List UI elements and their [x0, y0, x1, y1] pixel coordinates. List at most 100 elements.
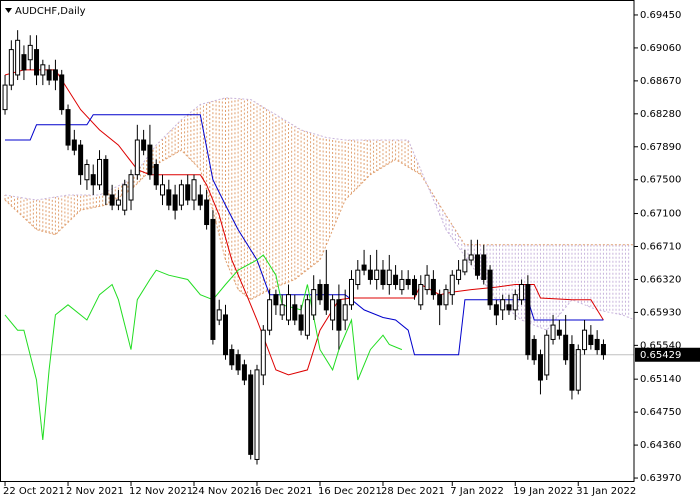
- candle-body: [519, 284, 525, 301]
- x-tick-label: 7 Jan 2022: [450, 486, 504, 497]
- candle-body: [374, 269, 380, 280]
- candle-body: [531, 338, 537, 361]
- candle-body: [330, 299, 336, 321]
- candle-body: [216, 309, 222, 321]
- candle-body: [449, 274, 455, 296]
- candle-body: [40, 64, 46, 76]
- candle-body: [317, 284, 323, 301]
- candle-body: [241, 364, 247, 381]
- candle-body: [336, 299, 342, 331]
- candle-body: [575, 349, 581, 391]
- last-price-box: [635, 347, 700, 362]
- y-tick-label: 0.65540: [640, 340, 681, 351]
- y-tick-label: 0.66710: [640, 241, 681, 252]
- candle-body: [418, 284, 424, 306]
- candle-body: [594, 338, 600, 351]
- candle-body: [52, 69, 58, 81]
- candle-body: [355, 269, 361, 286]
- y-tick-label: 0.64750: [640, 407, 681, 418]
- y-tick-label: 0.67890: [640, 142, 681, 153]
- candle-body: [147, 144, 153, 176]
- candle-body: [90, 174, 96, 186]
- candle-body: [506, 304, 512, 311]
- candle-body: [582, 329, 588, 351]
- candle-body: [210, 218, 216, 340]
- y-tick-label: 0.69450: [640, 10, 681, 21]
- candle-body: [134, 139, 140, 176]
- plot-area: [0, 30, 634, 465]
- cloud-span: [4, 97, 634, 331]
- candle-body: [34, 49, 40, 76]
- candle-body: [59, 74, 65, 111]
- candle-body: [279, 304, 285, 316]
- x-tick-label: 12 Nov 2021: [129, 486, 193, 497]
- candle-body: [78, 144, 84, 176]
- candle-body: [424, 274, 430, 291]
- candle-body: [223, 314, 229, 356]
- candle-body: [544, 334, 550, 376]
- x-tick-label: 19 Jan 2022: [513, 486, 573, 497]
- candle-body: [437, 294, 443, 306]
- candle-body: [141, 139, 147, 151]
- candle-body: [21, 54, 27, 71]
- candle-body: [311, 289, 317, 316]
- candle-body: [500, 299, 506, 311]
- candle-body: [97, 158, 103, 186]
- candle-body: [191, 179, 197, 201]
- candle-body: [430, 278, 436, 296]
- x-tick-label: 16 Dec 2021: [318, 486, 382, 497]
- candle-body: [153, 164, 159, 186]
- candle-body: [493, 304, 499, 316]
- candle-body: [563, 334, 569, 361]
- candle-body: [235, 354, 241, 371]
- candle-body: [487, 269, 493, 306]
- candle-body: [443, 289, 449, 306]
- candle-body: [292, 304, 298, 321]
- candle-body: [393, 274, 399, 286]
- candle-body: [267, 299, 273, 331]
- candle-body: [468, 254, 474, 261]
- chart-title: AUDCHF,Daily: [15, 6, 86, 17]
- candle-body: [399, 278, 405, 291]
- last-price-label: 0.65429: [640, 350, 681, 361]
- candle-body: [185, 184, 191, 201]
- candle-body: [481, 254, 487, 280]
- y-tick-label: 0.66320: [640, 274, 681, 285]
- candle-body: [71, 139, 77, 151]
- x-tick-label: 24 Nov 2021: [192, 486, 256, 497]
- menu-triangle: [5, 8, 12, 13]
- candle-body: [588, 334, 594, 346]
- candle-body: [197, 194, 203, 206]
- candle-body: [569, 344, 575, 391]
- y-tick-label: 0.68670: [640, 76, 681, 87]
- y-tick-label: 0.64360: [640, 440, 681, 451]
- x-tick-label: 6 Dec 2021: [255, 486, 313, 497]
- candle-body: [178, 184, 184, 206]
- y-tick-label: 0.65140: [640, 374, 681, 385]
- candle-body: [462, 259, 468, 273]
- candle-body: [361, 264, 367, 271]
- candle-body: [229, 349, 235, 366]
- candle-body: [348, 278, 354, 306]
- candle-body: [8, 49, 14, 86]
- x-tick-label: 22 Oct 2021: [3, 486, 65, 497]
- candle-body: [122, 184, 128, 211]
- candle-body: [525, 284, 531, 356]
- candle-body: [248, 374, 254, 455]
- candle-body: [386, 269, 392, 286]
- candle-body: [405, 278, 411, 286]
- candle-body: [323, 284, 329, 311]
- x-tick-label: 28 Dec 2021: [381, 486, 445, 497]
- y-tick-label: 0.69060: [640, 43, 681, 54]
- candle-body: [160, 184, 166, 196]
- candle-body: [260, 329, 266, 376]
- candle-body: [600, 344, 606, 356]
- y-tick-label: 0.63970: [640, 473, 681, 484]
- candle-body: [46, 69, 52, 81]
- indicator-line: [4, 254, 403, 441]
- candle-body: [285, 294, 291, 321]
- candle-body: [115, 199, 121, 206]
